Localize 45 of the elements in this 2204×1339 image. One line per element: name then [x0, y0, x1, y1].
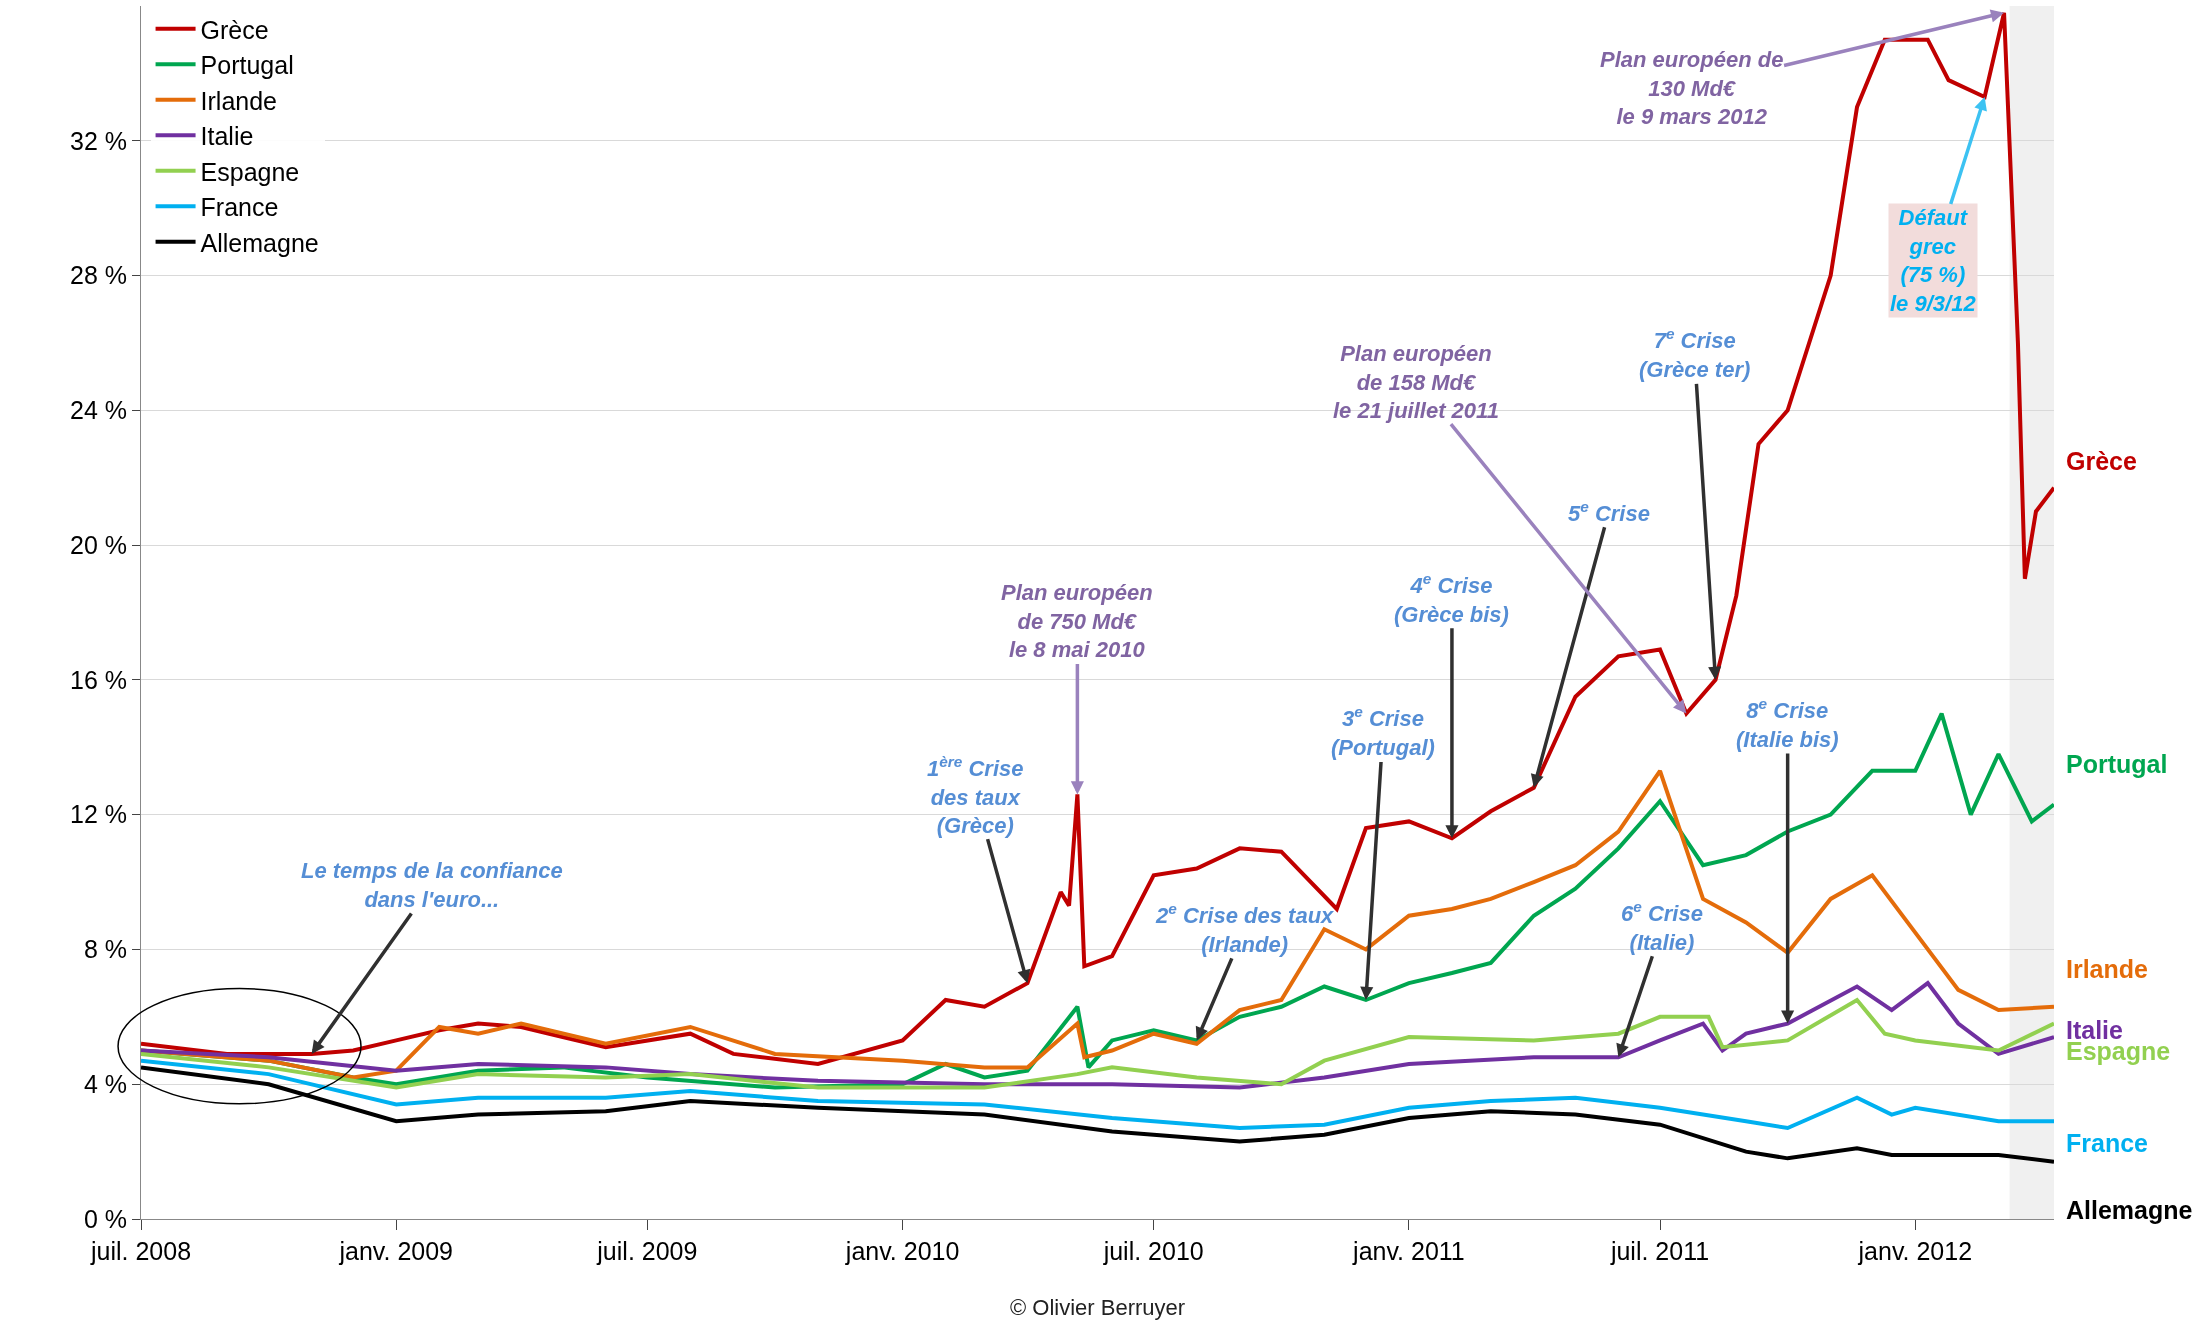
legend-label: France — [200, 193, 279, 221]
annotation: 5$^{e}$ Crise — [1568, 498, 1650, 527]
text: Grèce — [2066, 447, 2137, 475]
annotation: Plan européen de 130 Md€ le 9 mars 2012 — [1600, 47, 1784, 130]
legend-label: Grèce — [200, 15, 269, 44]
line-series — [141, 1058, 2054, 1131]
y-tick-label: 4 % — [83, 1069, 127, 1098]
text: Irlande — [2066, 955, 2148, 983]
annotation: Le temps de la confiance dans l'euro... — [301, 858, 563, 912]
x-tick-label: juil. 2009 — [596, 1237, 698, 1265]
x-tick-label: juil. 2011 — [1609, 1237, 1710, 1265]
x-tick-label: janv. 2011 — [1352, 1237, 1465, 1265]
text: © Olivier Berruyer — [1010, 1295, 1186, 1320]
text: Portugal — [2066, 750, 2168, 778]
x-tick-label: janv. 2009 — [338, 1237, 454, 1265]
legend-label: Irlande — [200, 86, 278, 115]
x-tick-label: janv. 2012 — [1857, 1237, 1973, 1265]
text: France — [2066, 1129, 2148, 1157]
annotation: Plan européen de 158 Md€ le 21 juillet 2011 — [1333, 341, 1499, 424]
legend-label: Portugal — [200, 51, 294, 79]
annotation: Plan européen de 750 Md€ le 8 mai 2010 — [1001, 580, 1153, 663]
y-tick-label: 24 % — [70, 396, 127, 425]
y-tick-label: 8 % — [83, 935, 127, 964]
y-tick-label: 0 % — [83, 1204, 127, 1233]
y-tick-label: 12 % — [70, 800, 127, 829]
annotation: 4$^{e}$ Crise (Grèce bis) — [1394, 570, 1509, 627]
y-tick-label: 20 % — [70, 530, 127, 559]
x-tick-label: juil. 2008 — [89, 1237, 192, 1265]
annotation: 7$^{e}$ Crise (Grèce ter) — [1639, 325, 1751, 382]
legend-label: Allemagne — [200, 228, 319, 257]
annotation: 8$^{e}$ Crise (Italie bis) — [1736, 695, 1839, 752]
annotation: 1$^{ère}$ Crise des taux (Grèce) — [927, 753, 1024, 839]
y-tick-label: 28 % — [70, 261, 127, 290]
y-tick-label: 32 % — [70, 126, 127, 155]
annotation: 3$^{e}$ Crise (Portugal) — [1331, 703, 1435, 760]
legend-label: Italie — [200, 122, 254, 150]
line-series — [141, 9, 2054, 1067]
text: Allemagne — [2066, 1196, 2193, 1224]
y-tick-label: 16 % — [70, 665, 127, 694]
annotation: 6$^{e}$ Crise (Italie) — [1621, 898, 1703, 955]
x-tick-label: janv. 2010 — [844, 1237, 960, 1265]
annotation: 2$^{e}$ Crise des taux (Irlande) — [1155, 900, 1335, 957]
x-tick-label: juil. 2010 — [1102, 1237, 1204, 1265]
legend-label: Espagne — [200, 157, 300, 186]
annotation: Défaut grec (75 %) le 9/3/12 — [1890, 205, 1977, 316]
